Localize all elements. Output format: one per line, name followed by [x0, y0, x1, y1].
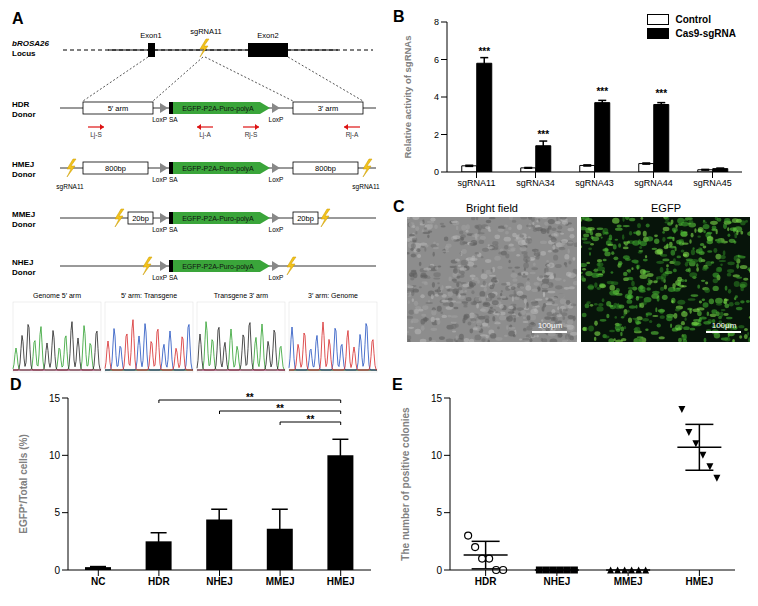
svg-text:15: 15: [49, 393, 61, 404]
svg-text:800bp: 800bp: [105, 164, 126, 173]
svg-text:EGFP-P2A-Puro-polyA: EGFP-P2A-Puro-polyA: [182, 263, 254, 271]
svg-text:SA: SA: [169, 226, 178, 233]
svg-text:Donor: Donor: [12, 268, 36, 277]
svg-text:sgRNA45: sgRNA45: [693, 178, 732, 188]
svg-text:**: **: [276, 403, 284, 414]
svg-text:NHEJ: NHEJ: [206, 576, 233, 587]
svg-text:LoxP: LoxP: [152, 274, 167, 281]
svg-text:100μm: 100μm: [712, 321, 737, 330]
svg-text:10: 10: [431, 450, 443, 461]
svg-text:***: ***: [478, 46, 490, 57]
svg-text:Lj-A: Lj-A: [199, 131, 211, 139]
svg-text:Donor: Donor: [12, 220, 36, 229]
svg-text:Lj-S: Lj-S: [90, 131, 102, 139]
html-text:D: D: [10, 376, 22, 393]
svg-text:HDR: HDR: [148, 576, 170, 587]
html-text:E: E: [392, 376, 403, 393]
svg-text:***: ***: [655, 88, 667, 99]
svg-text:Donor: Donor: [12, 170, 36, 179]
svg-text:HMEJ: HMEJ: [685, 576, 713, 587]
svg-text:**: **: [246, 392, 254, 403]
svg-text:***: ***: [537, 129, 549, 140]
svg-text:NHEJ: NHEJ: [12, 258, 33, 267]
svg-text:HDR: HDR: [12, 100, 30, 109]
svg-text:10: 10: [49, 450, 61, 461]
svg-text:sgRNA11: sgRNA11: [352, 183, 380, 191]
html-text:Cas9-sgRNA: Cas9-sgRNA: [675, 28, 736, 39]
svg-text:20bp: 20bp: [297, 214, 314, 223]
svg-text:4: 4: [434, 92, 439, 102]
svg-text:EGFP⁺/Total cells (%): EGFP⁺/Total cells (%): [18, 434, 29, 534]
svg-text:sgRNA43: sgRNA43: [575, 178, 614, 188]
svg-text:**: **: [307, 414, 315, 425]
svg-text:LoxP: LoxP: [152, 116, 167, 123]
svg-text:sgRNA34: sgRNA34: [516, 178, 555, 188]
svg-text:800bp: 800bp: [315, 164, 336, 173]
svg-text:20bp: 20bp: [132, 214, 149, 223]
svg-text:5′ arm: Transgene: 5′ arm: Transgene: [121, 292, 177, 300]
html-text:Control: Control: [675, 14, 711, 25]
svg-text:5′ arm: 5′ arm: [108, 104, 129, 113]
svg-text:EGFP-P2A-Puro-polyA: EGFP-P2A-Puro-polyA: [182, 215, 254, 223]
svg-text:MMEJ: MMEJ: [614, 576, 643, 587]
svg-text:Relative activity of sgRNAs: Relative activity of sgRNAs: [402, 35, 413, 158]
svg-text:8: 8: [434, 17, 439, 27]
svg-text:LoxP: LoxP: [152, 176, 167, 183]
svg-text:Locus: Locus: [12, 49, 36, 58]
svg-text:0: 0: [436, 565, 442, 576]
svg-text:sgRNA11: sgRNA11: [458, 178, 496, 188]
svg-text:bROSA26: bROSA26: [12, 39, 49, 48]
svg-text:NC: NC: [91, 576, 105, 587]
svg-text:HMEJ: HMEJ: [12, 160, 34, 169]
svg-text:LoxP: LoxP: [152, 226, 167, 233]
svg-text:5: 5: [436, 507, 442, 518]
svg-text:sgRNA11: sgRNA11: [56, 183, 84, 191]
svg-text:5: 5: [54, 507, 60, 518]
svg-text:0: 0: [434, 167, 439, 177]
svg-text:0: 0: [54, 565, 60, 576]
svg-text:sgRNA11: sgRNA11: [190, 27, 222, 36]
html-text:B: B: [393, 8, 405, 25]
svg-text:2: 2: [434, 130, 439, 140]
svg-text:LoxP: LoxP: [269, 226, 284, 233]
svg-text:SA: SA: [169, 116, 178, 123]
svg-text:HMEJ: HMEJ: [327, 576, 355, 587]
svg-text:The number of positive colonie: The number of positive colonies: [400, 407, 411, 561]
svg-text:Rj-A: Rj-A: [346, 131, 359, 139]
svg-text:EGFP-P2A-Puro-polyA: EGFP-P2A-Puro-polyA: [182, 105, 254, 113]
svg-text:Genome 5′ arm: Genome 5′ arm: [33, 292, 81, 299]
svg-text:SA: SA: [169, 176, 178, 183]
svg-text:3′ arm: Genome: 3′ arm: Genome: [308, 292, 358, 299]
svg-text:***: ***: [596, 86, 608, 97]
svg-text:MMEJ: MMEJ: [12, 210, 35, 219]
svg-text:Donor: Donor: [12, 110, 36, 119]
svg-text:HDR: HDR: [475, 576, 497, 587]
svg-text:LoxP: LoxP: [269, 116, 284, 123]
html-text:EGFP: EGFP: [651, 202, 681, 214]
svg-text:Exon1: Exon1: [140, 31, 161, 40]
svg-text:MMEJ: MMEJ: [266, 576, 295, 587]
svg-text:NHEJ: NHEJ: [544, 576, 571, 587]
svg-text:3′ arm: 3′ arm: [318, 104, 339, 113]
svg-text:LoxP: LoxP: [269, 274, 284, 281]
svg-text:Rj-S: Rj-S: [245, 131, 258, 139]
svg-text:LoxP: LoxP: [269, 176, 284, 183]
svg-text:SA: SA: [169, 274, 178, 281]
svg-text:EGFP-P2A-Puro-polyA: EGFP-P2A-Puro-polyA: [182, 165, 254, 173]
svg-text:6: 6: [434, 55, 439, 65]
svg-text:Exon2: Exon2: [257, 31, 278, 40]
svg-text:sgRNA44: sgRNA44: [634, 178, 673, 188]
svg-text:Transgene 3′ arm: Transgene 3′ arm: [214, 292, 269, 300]
svg-text:100μm: 100μm: [538, 321, 563, 330]
html-text:Bright field: Bright field: [466, 202, 518, 214]
html-text:C: C: [393, 198, 405, 215]
svg-text:A: A: [12, 10, 24, 27]
svg-text:15: 15: [431, 393, 443, 404]
